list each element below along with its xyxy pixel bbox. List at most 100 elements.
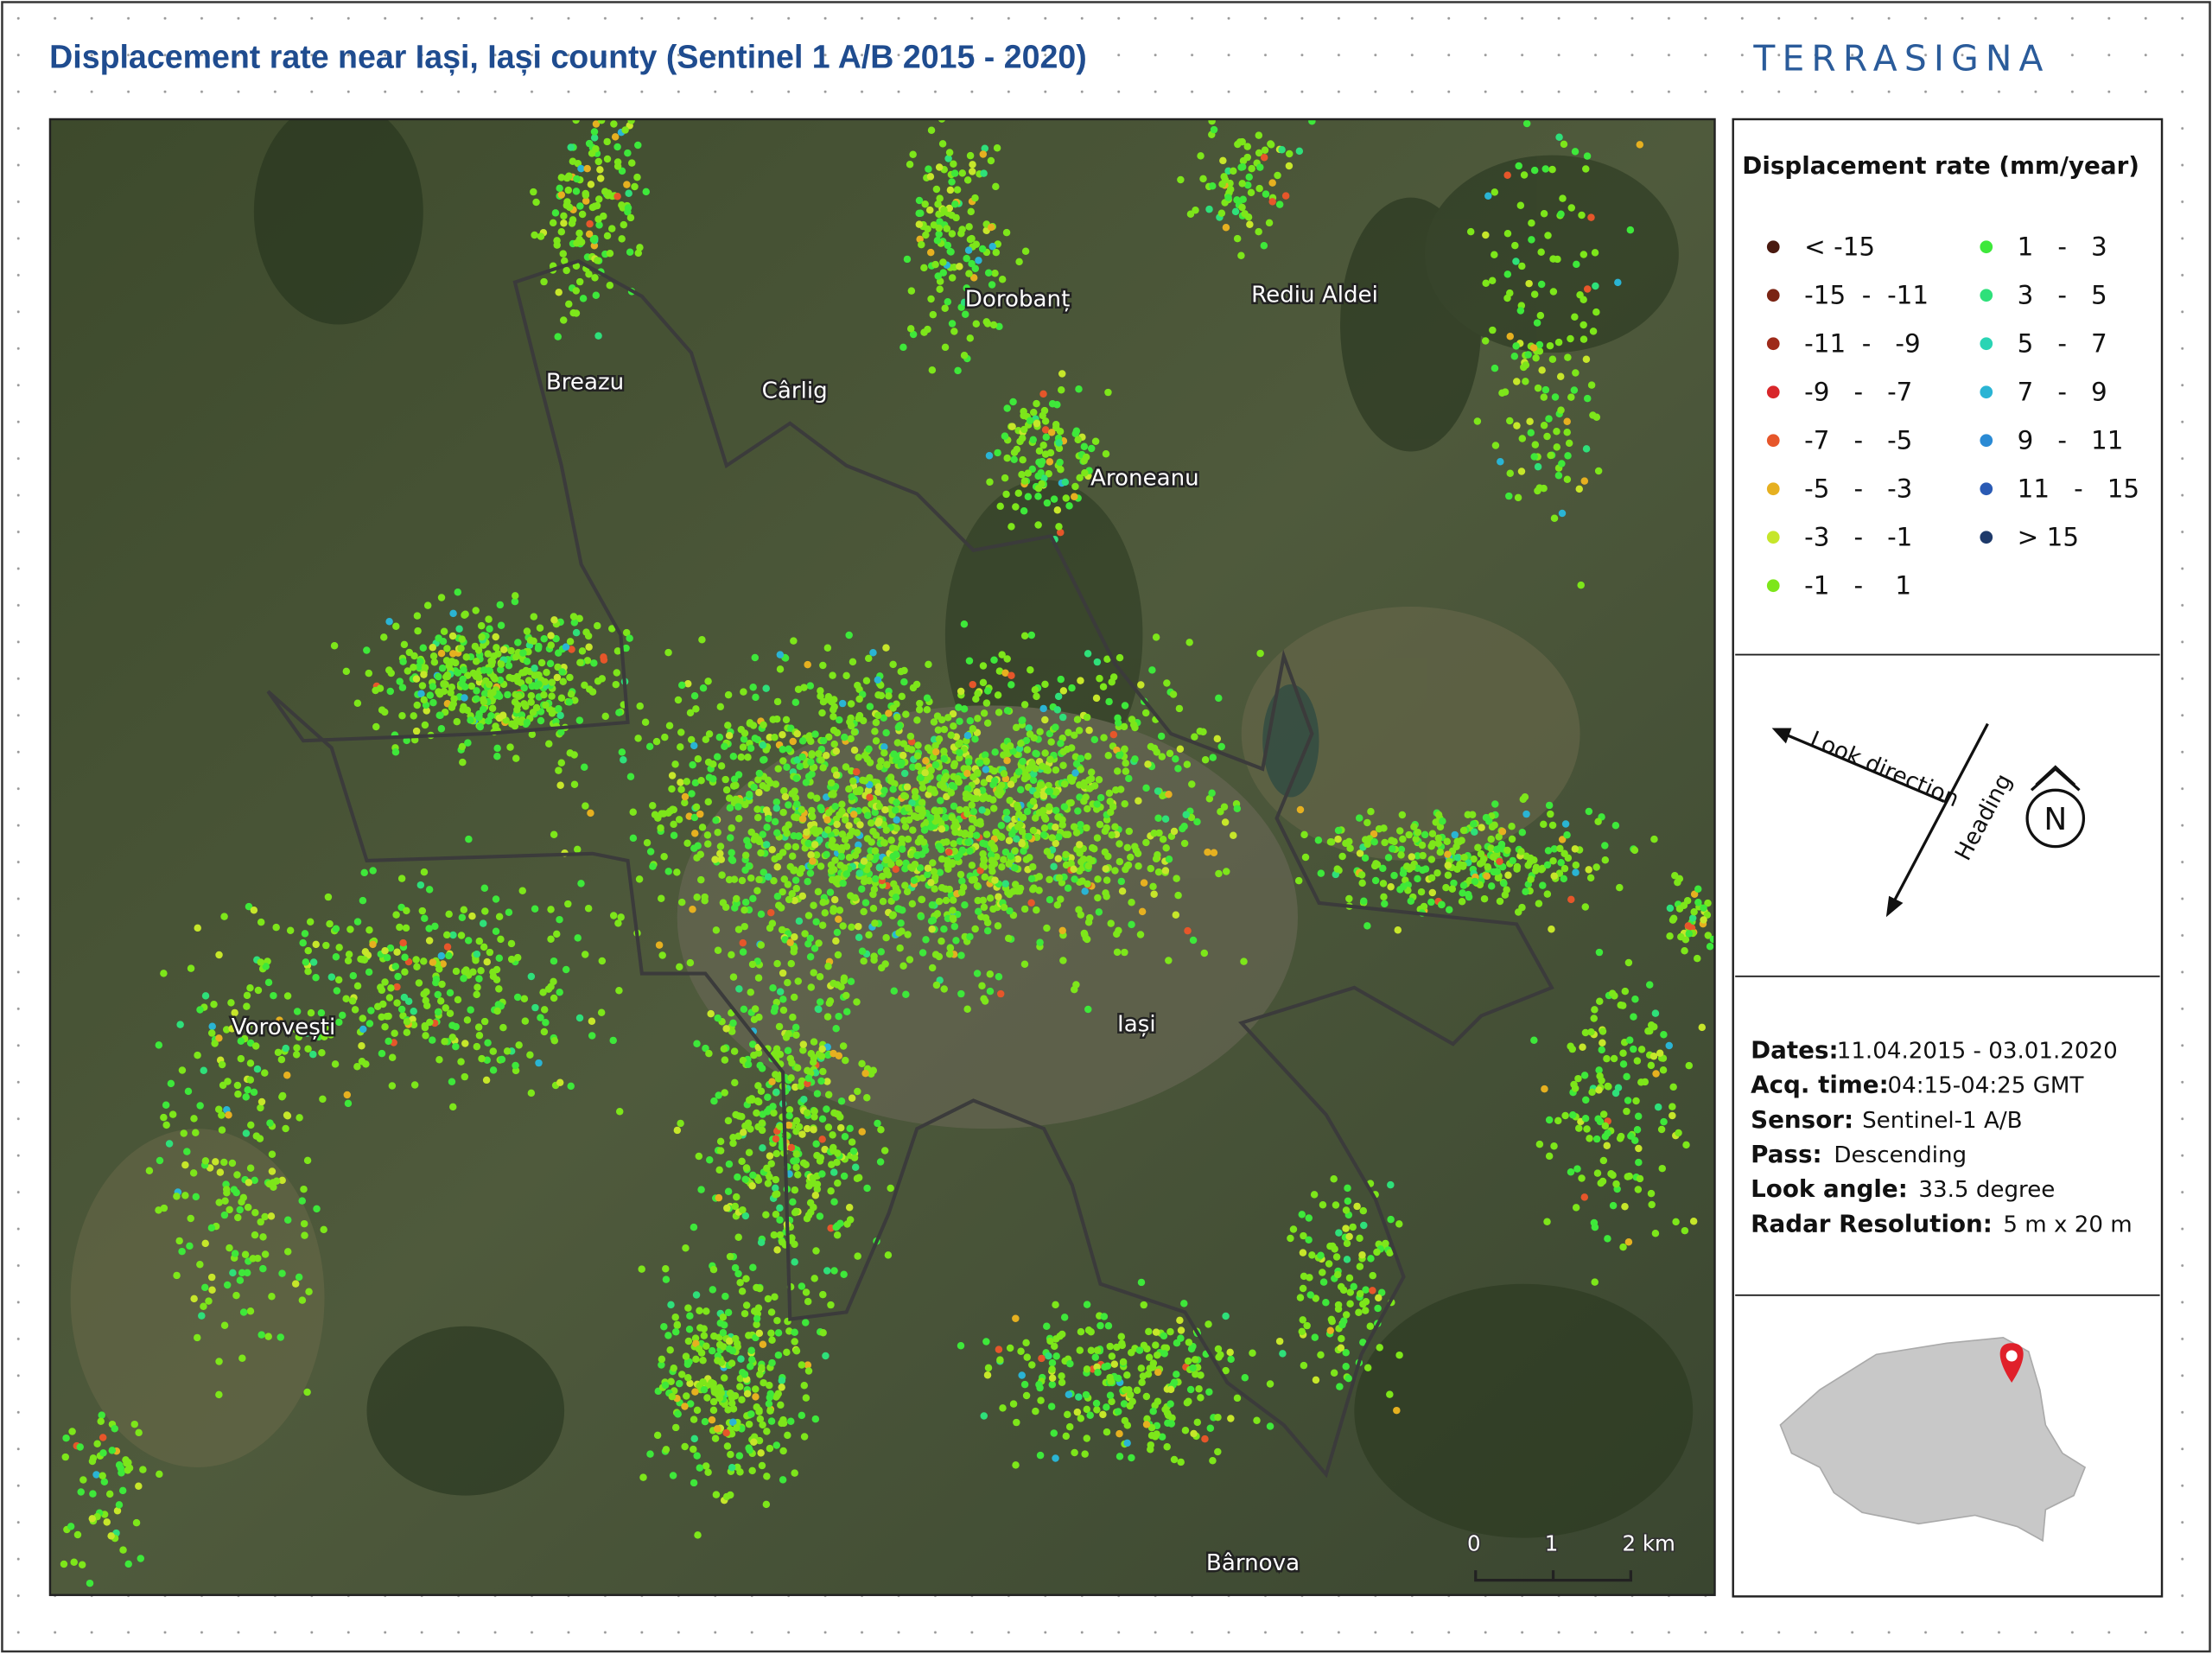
point xyxy=(257,958,264,966)
point xyxy=(804,912,813,919)
point xyxy=(1375,1294,1382,1302)
point xyxy=(804,1297,812,1306)
point xyxy=(1055,874,1064,881)
point xyxy=(431,922,439,931)
point xyxy=(1459,862,1467,870)
point xyxy=(731,1078,739,1087)
point xyxy=(446,989,454,997)
point xyxy=(1116,857,1124,866)
point xyxy=(770,1109,778,1117)
point xyxy=(495,692,504,700)
point xyxy=(1087,1328,1095,1336)
point xyxy=(1241,210,1249,218)
point xyxy=(1116,1453,1124,1460)
point xyxy=(1113,948,1122,957)
point xyxy=(1075,385,1083,393)
point xyxy=(747,744,755,753)
point xyxy=(590,134,599,142)
point xyxy=(818,1170,826,1178)
point xyxy=(491,675,499,683)
point xyxy=(1398,811,1407,819)
point xyxy=(1685,1061,1694,1070)
point xyxy=(535,642,543,651)
point xyxy=(220,913,228,920)
point xyxy=(1085,726,1093,735)
point xyxy=(560,212,568,220)
point xyxy=(882,644,890,652)
point xyxy=(1205,205,1213,213)
point xyxy=(1027,875,1036,883)
point xyxy=(1491,251,1498,258)
point xyxy=(1001,432,1009,440)
point xyxy=(830,1198,838,1206)
point xyxy=(530,613,538,620)
point xyxy=(1549,288,1558,296)
point xyxy=(441,1038,448,1046)
point xyxy=(1104,388,1112,397)
point xyxy=(817,1154,825,1162)
point xyxy=(729,1418,737,1426)
point xyxy=(392,911,400,919)
point xyxy=(201,992,210,1000)
point xyxy=(1520,171,1529,179)
point xyxy=(804,1361,812,1369)
point xyxy=(1379,864,1387,873)
point xyxy=(124,1459,132,1466)
point xyxy=(196,1260,204,1269)
point xyxy=(895,859,903,867)
point xyxy=(1261,146,1269,154)
point xyxy=(816,1212,824,1220)
point xyxy=(673,868,681,876)
point xyxy=(486,690,495,698)
point xyxy=(771,1293,779,1301)
point xyxy=(764,873,772,881)
point xyxy=(945,885,954,894)
point xyxy=(1530,290,1539,298)
point xyxy=(926,773,934,781)
point xyxy=(618,201,626,209)
point xyxy=(737,726,746,734)
point xyxy=(798,1282,806,1290)
point xyxy=(1356,849,1364,857)
point xyxy=(548,678,556,686)
point xyxy=(1590,1218,1599,1227)
point xyxy=(1020,701,1029,709)
point xyxy=(1064,884,1072,893)
point xyxy=(160,970,168,977)
point xyxy=(936,218,944,226)
point xyxy=(1007,780,1015,788)
point xyxy=(1001,669,1009,678)
point xyxy=(1126,1402,1134,1410)
point xyxy=(1006,907,1014,915)
scale-label: 0 xyxy=(1467,1530,1481,1555)
point xyxy=(931,260,939,269)
point xyxy=(1510,353,1519,360)
point xyxy=(902,859,910,868)
point xyxy=(1222,1312,1230,1320)
point xyxy=(1389,844,1396,853)
point xyxy=(487,657,495,665)
point xyxy=(1601,1122,1610,1130)
point xyxy=(1033,692,1040,701)
point xyxy=(994,448,1001,457)
point xyxy=(455,625,463,633)
point xyxy=(845,822,853,830)
point xyxy=(1580,296,1587,304)
point xyxy=(795,917,804,926)
point xyxy=(901,823,910,830)
point xyxy=(472,658,480,665)
point xyxy=(906,956,914,964)
point xyxy=(767,1329,775,1337)
point xyxy=(1683,897,1692,905)
point xyxy=(697,1186,705,1193)
point xyxy=(1099,683,1108,691)
point xyxy=(1534,384,1542,392)
point xyxy=(704,758,713,767)
point xyxy=(464,937,473,945)
point xyxy=(1548,355,1557,363)
point xyxy=(218,1060,226,1069)
point xyxy=(865,931,873,939)
point xyxy=(842,991,850,1000)
point xyxy=(744,754,752,761)
point xyxy=(1088,856,1096,865)
